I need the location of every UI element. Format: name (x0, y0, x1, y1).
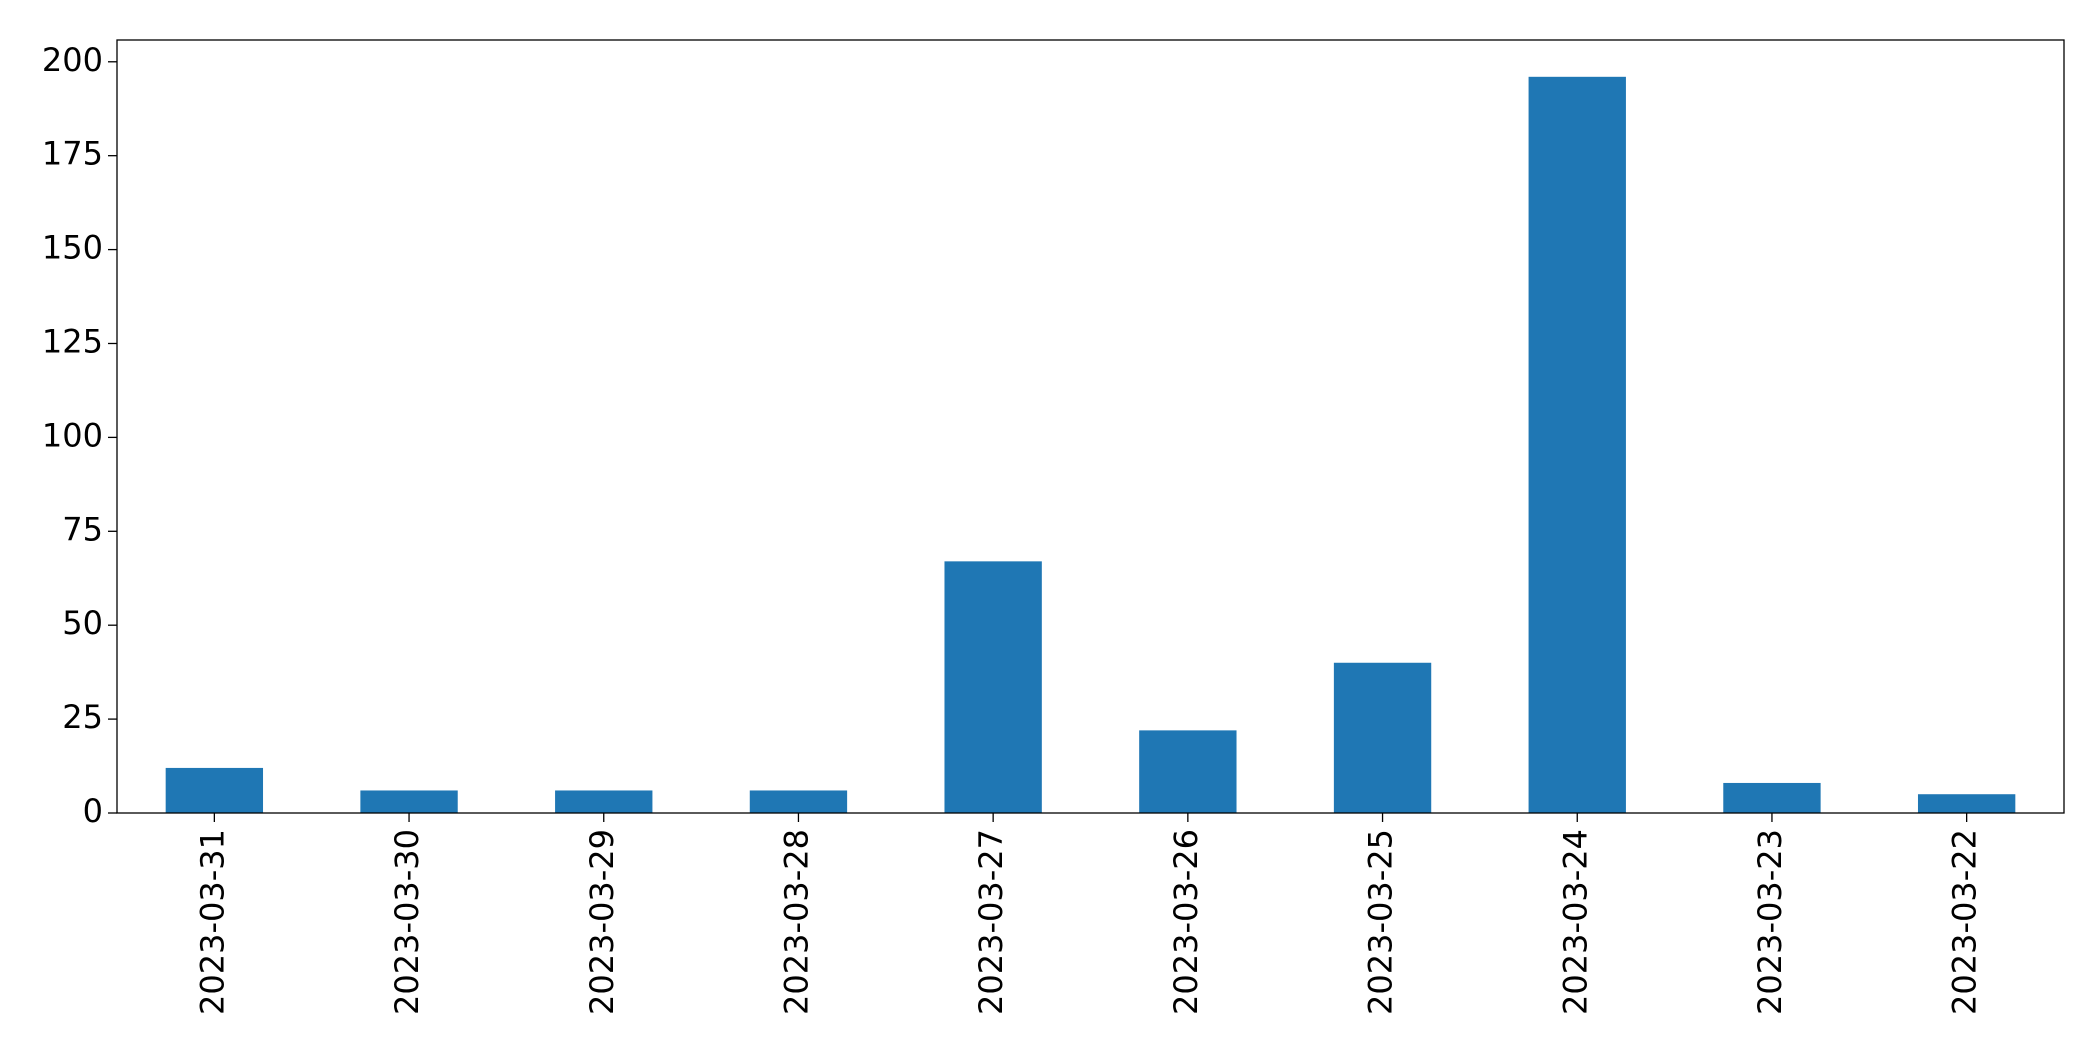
y-tick-label: 25 (62, 698, 103, 736)
bar (555, 790, 653, 813)
y-tick-label: 150 (42, 229, 103, 267)
x-tick-label: 2023-03-26 (1167, 829, 1205, 1015)
y-tick-label: 200 (42, 41, 103, 79)
bar (1528, 76, 1626, 814)
y-tick-label: 175 (42, 135, 103, 173)
x-tick-label: 2023-03-25 (1362, 829, 1400, 1015)
bar (1139, 730, 1237, 813)
x-tick-label: 2023-03-30 (388, 829, 426, 1015)
bar (1723, 782, 1821, 813)
x-tick-label: 2023-03-31 (193, 829, 231, 1015)
y-tick-label: 100 (42, 416, 103, 454)
y-tick-label: 0 (83, 792, 103, 830)
plot-frame (116, 39, 2065, 814)
y-tick-label: 125 (42, 322, 103, 360)
x-tick-label: 2023-03-24 (1556, 829, 1594, 1015)
bar (944, 561, 1042, 813)
y-tick-label: 75 (62, 510, 103, 548)
x-tick-label: 2023-03-29 (583, 829, 621, 1015)
x-tick-label: 2023-03-22 (1946, 829, 1984, 1015)
bar (749, 790, 848, 813)
bar (1333, 662, 1432, 813)
bar (360, 790, 458, 813)
x-tick-label: 2023-03-23 (1751, 829, 1789, 1015)
x-tick-label: 2023-03-27 (972, 829, 1010, 1015)
x-tick-label: 2023-03-28 (777, 829, 815, 1015)
y-tick-label: 50 (62, 604, 103, 642)
bar (165, 767, 264, 813)
bar (1917, 794, 2016, 813)
